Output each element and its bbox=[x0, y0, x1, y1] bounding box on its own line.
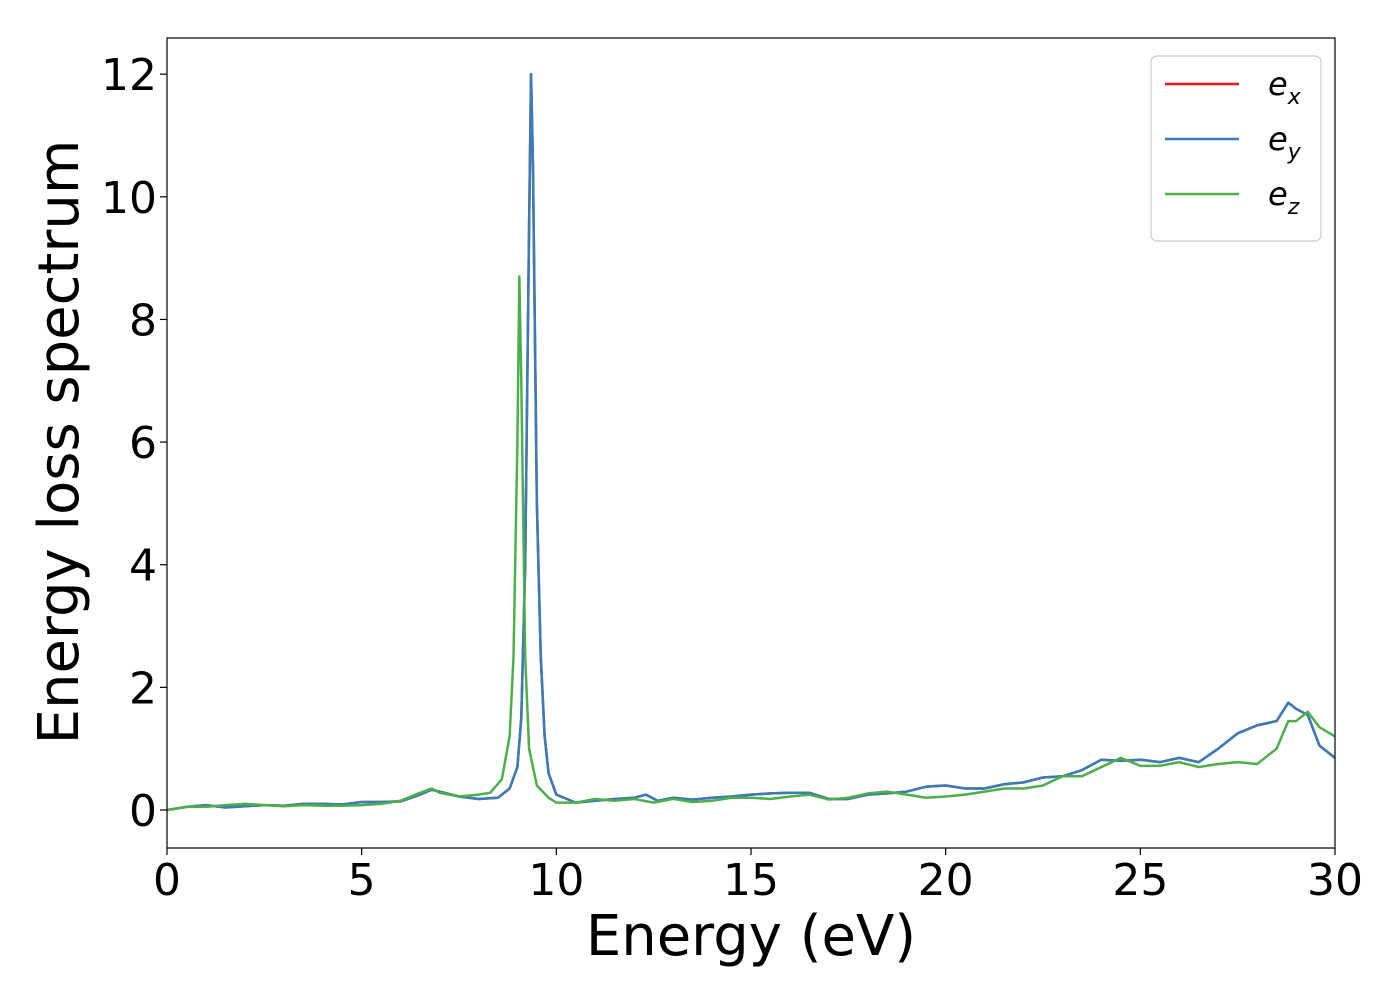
x-tick-label: 10 bbox=[528, 855, 584, 906]
y-tick-label: 4 bbox=[129, 541, 157, 592]
x-tick-label: 25 bbox=[1112, 855, 1168, 906]
plot-frame bbox=[166, 37, 1336, 849]
x-axis-label: Energy (eV) bbox=[586, 904, 916, 969]
x-tick-label: 15 bbox=[723, 855, 779, 906]
y-tick-label: 10 bbox=[101, 173, 157, 224]
x-tick-label: 5 bbox=[348, 855, 376, 906]
y-tick-label: 0 bbox=[129, 786, 157, 837]
x-tick-label: 0 bbox=[153, 855, 181, 906]
y-tick-label: 12 bbox=[101, 50, 157, 101]
y-axis-label: Energy loss spectrum bbox=[27, 140, 92, 745]
y-tick-label: 2 bbox=[129, 663, 157, 714]
legend-label: ex bbox=[1268, 65, 1302, 110]
legend-label: ey bbox=[1268, 120, 1302, 165]
y-tick-label: 8 bbox=[129, 295, 157, 346]
series-line bbox=[167, 275, 1335, 812]
x-tick-label: 20 bbox=[918, 855, 974, 906]
x-tick-label: 30 bbox=[1307, 855, 1363, 906]
y-tick-label: 6 bbox=[129, 418, 157, 469]
legend-label: ez bbox=[1268, 175, 1300, 220]
